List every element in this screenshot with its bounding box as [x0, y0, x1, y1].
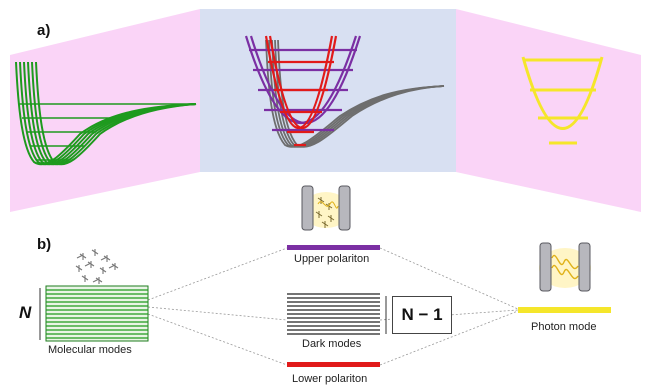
molecule-panel-bg — [10, 9, 200, 212]
dark-modes-label: Dark modes — [302, 338, 362, 350]
n-count-label: N — [19, 303, 32, 322]
upper-polariton-label: Upper polariton — [294, 253, 370, 265]
molecular-modes-label: Molecular modes — [48, 344, 132, 356]
molecular-vibrational-levels — [18, 103, 196, 161]
polariton-red-levels — [268, 60, 334, 147]
photon-panel-bg — [456, 9, 641, 212]
lower-polariton-level — [287, 362, 380, 367]
lower-polariton-label: Lower polariton — [292, 373, 368, 385]
photon-levels — [524, 58, 601, 145]
photon-mode-label: Photon mode — [531, 321, 597, 333]
photon-potential-curve — [521, 56, 604, 130]
photon-mode-level — [518, 307, 611, 313]
optical-cavity-icon — [539, 242, 591, 292]
molecules-cluster-icon — [75, 249, 119, 284]
n-minus-one-label: N − 1 — [392, 296, 452, 334]
dark-modes-block — [287, 293, 380, 335]
panel-a-tag: a) — [37, 22, 51, 39]
panel-b-tag: b) — [37, 236, 52, 253]
molecular-modes-lines — [46, 289, 148, 339]
cavity-with-molecules-icon — [301, 185, 351, 231]
polariton-red-parabolas — [264, 35, 338, 129]
upper-polariton-level — [287, 245, 380, 250]
